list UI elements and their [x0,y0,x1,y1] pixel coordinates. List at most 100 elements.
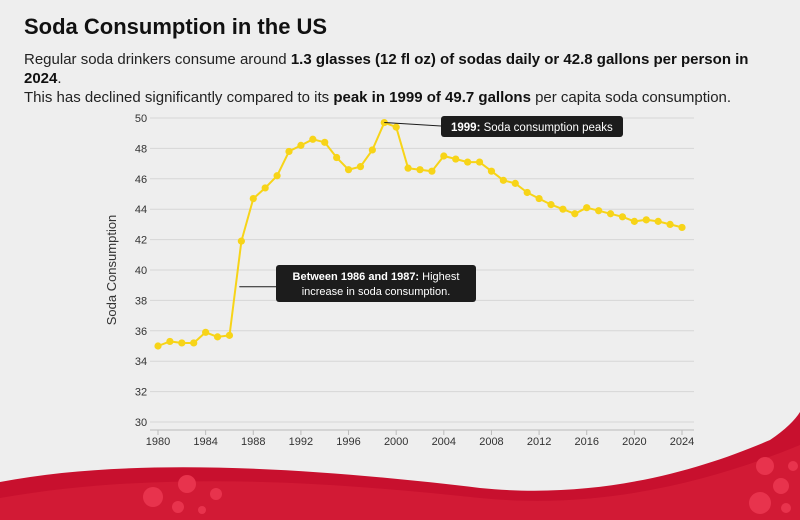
data-point [237,237,245,245]
data-point [368,146,376,154]
data-point [309,135,317,143]
data-point [535,194,543,203]
data-point [499,176,507,184]
callout-rest: Soda consumption peaks [480,122,613,134]
y-tick-label: 44 [135,204,147,216]
data-point [190,339,198,347]
y-axis-label: Soda Consumption [104,215,119,326]
data-point [202,328,210,336]
data-point [428,167,436,175]
bubble [172,501,184,513]
data-point [678,223,686,232]
subtitle-text: This has declined significantly compared… [24,89,334,106]
callout-box [276,265,476,302]
data-point [178,339,186,347]
x-tick-label: 2020 [622,436,646,448]
data-point [285,147,293,156]
subtitle-text: per capita soda consumption. [530,89,732,106]
data-point [595,207,603,215]
x-tick-label: 2004 [432,436,456,448]
y-tick-label: 34 [135,356,147,368]
subtitle-text: . [57,70,62,87]
bubble [198,506,206,514]
y-tick-label: 46 [135,174,147,186]
y-tick-label: 40 [135,265,147,277]
callout-text-jump-line2: increase in soda consumption. [302,286,451,298]
data-point [273,172,281,180]
data-point [321,138,329,146]
x-tick-label: 1984 [193,436,217,448]
x-tick-label: 1996 [336,436,360,448]
data-point [606,210,615,218]
subtitle-highlight: 1.3 glasses (12 fl oz) of sodas daily or… [24,51,749,87]
x-tick-label: 1980 [146,436,170,448]
data-point [333,153,341,162]
data-point [392,123,400,131]
y-tick-label: 50 [135,113,147,125]
data-point [297,141,305,149]
bubble [749,492,771,514]
data-point [154,342,162,350]
callout-bold: Between 1986 and 1987: [293,271,420,283]
data-point [404,164,412,172]
subtitle-line-1: Regular soda drinkers consume around 1.3… [24,50,784,88]
data-point [666,220,674,228]
data-point [261,184,269,192]
callout-leader [384,122,442,127]
data-point [416,166,424,174]
page-title: Soda Consumption in the US [24,14,328,39]
data-point [213,333,222,341]
data-point [642,216,650,224]
bubble [143,487,163,507]
data-point [559,205,567,213]
data-point [249,194,257,203]
subtitle-line-2: This has declined significantly compared… [24,88,784,107]
y-tick-label: 30 [135,417,147,429]
data-point [547,201,555,209]
y-tick-label: 38 [135,295,147,307]
wave-highlight [0,445,800,520]
bubble [210,488,222,500]
callout-text-jump: Between 1986 and 1987: Highest [293,271,460,283]
y-tick-label: 36 [135,326,147,338]
y-tick-label: 42 [135,235,147,247]
data-point [523,188,531,197]
series [154,118,686,350]
axes: 30 32 34 36 38 40 42 44 46 48 50 1980 1984 1988 1992 19… [135,113,694,448]
data-point [356,163,365,171]
data-point [487,167,496,175]
y-tick-label: 48 [135,143,147,155]
data-point [511,179,519,187]
callout-rest: Highest [419,271,459,283]
data-point [571,210,579,218]
bubble [781,503,791,513]
data-point [618,213,627,221]
bubbles [143,457,798,514]
data-point [344,166,353,174]
x-tick-label: 2012 [527,436,551,448]
x-tick-label: 2024 [670,436,694,448]
bubble [756,457,774,475]
bubble [788,461,798,471]
data-point [475,158,484,166]
annotations: 1999: Soda consumption peaks Between 1986… [239,116,623,302]
callout-box [441,116,623,137]
x-tick-label: 1988 [241,436,265,448]
grid [150,117,694,423]
subtitle: Regular soda drinkers consume around 1.3… [24,50,784,107]
x-tick-label: 2000 [384,436,408,448]
bubble [773,478,789,494]
data-point [630,217,638,225]
data-point [654,217,662,225]
y-tick-label: 32 [135,387,147,399]
x-tick-label: 1992 [289,436,313,448]
bubble [178,475,196,493]
x-tick-label: 2016 [574,436,598,448]
data-point [225,331,234,339]
data-point [583,204,591,212]
data-point [440,152,448,160]
data-point [452,155,460,163]
data-point [166,337,174,346]
